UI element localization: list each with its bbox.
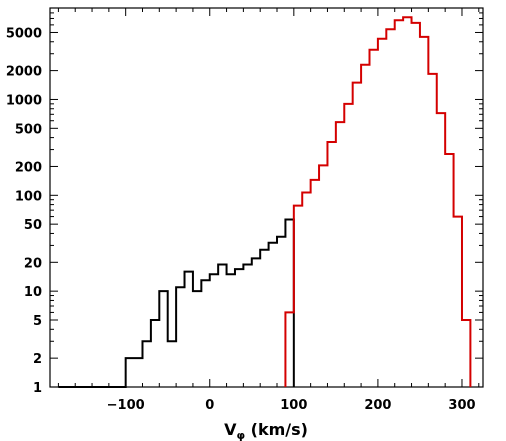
- x-axis-label: Vφ (km/s): [224, 420, 308, 441]
- x-tick-label: 200: [364, 398, 391, 413]
- y-tick-label: 2: [33, 352, 42, 367]
- histogram-series-1: [58, 218, 295, 388]
- y-tick-label: 20: [24, 256, 42, 271]
- y-tick-label: 10: [24, 285, 42, 300]
- y-tick-label: 1: [33, 381, 42, 396]
- x-tick-label: 0: [205, 398, 214, 413]
- plot-frame: [49, 7, 484, 388]
- y-tick-label: 1000: [6, 93, 42, 108]
- y-tick-label: 200: [15, 160, 42, 175]
- x-tick-label: −100: [107, 398, 145, 413]
- x-tick-label: 300: [448, 398, 475, 413]
- y-tick-label: 2000: [6, 65, 42, 80]
- y-tick-label: 500: [15, 122, 42, 137]
- y-tick-label: 5000: [6, 26, 42, 41]
- y-tick-label: 50: [24, 218, 42, 233]
- tick-layer: −100 0 100 200 300 1 2 5 10 20 50 100 200 500 1000 2000…: [6, 7, 483, 413]
- y-tick-label: 100: [15, 189, 42, 204]
- histogram-series-2: [284, 16, 472, 387]
- series-layer: [58, 16, 472, 388]
- y-tick-label: 5: [33, 314, 42, 329]
- x-tick-label: 100: [280, 398, 307, 413]
